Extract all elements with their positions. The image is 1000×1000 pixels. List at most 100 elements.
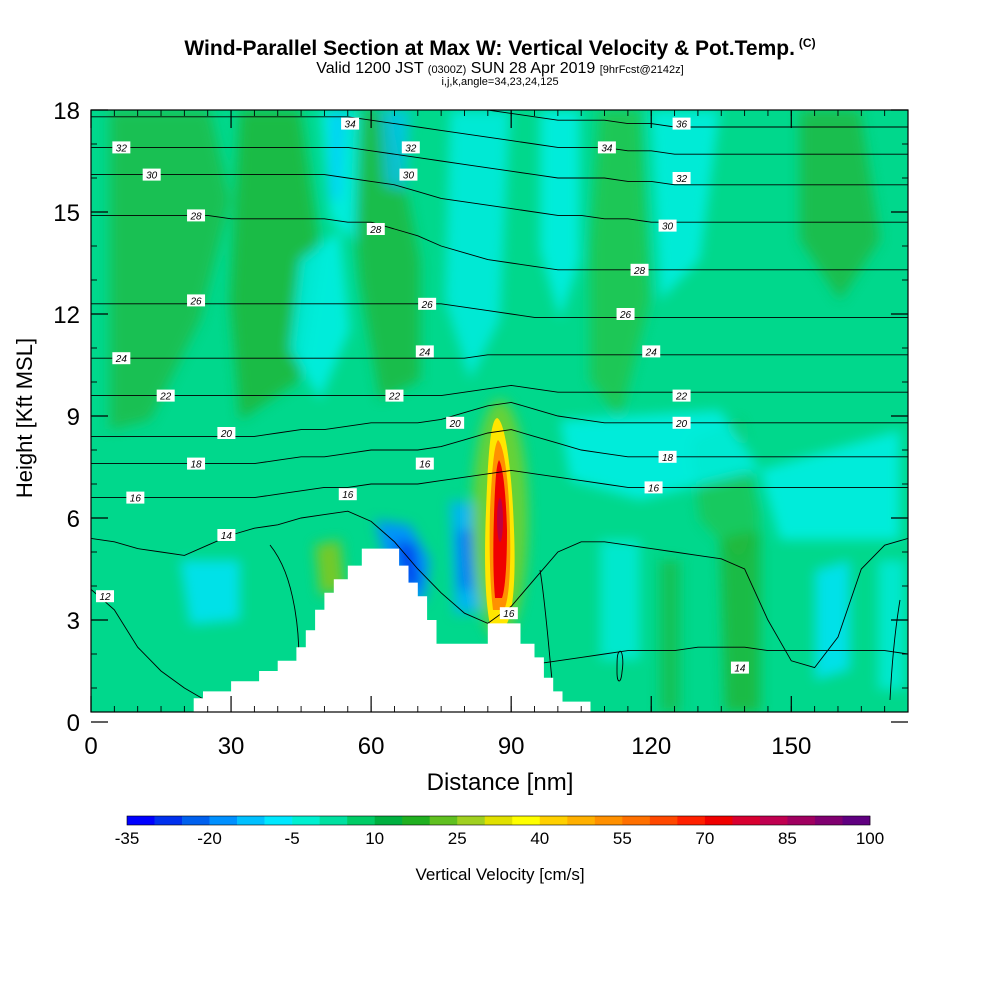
updraft-peak bbox=[497, 498, 503, 542]
updraft-core bbox=[485, 418, 515, 625]
colorbar-swatch bbox=[512, 816, 541, 825]
contour-label-text: 14 bbox=[734, 664, 746, 675]
velocity-band-cyan bbox=[650, 110, 720, 300]
contour-label: 22 bbox=[156, 389, 175, 403]
contour-label-bg bbox=[672, 389, 691, 402]
y-tick-label: 9 bbox=[67, 404, 80, 431]
velocity-band-cyan bbox=[815, 560, 850, 680]
theta-contour-32 bbox=[91, 146, 908, 186]
contour-label-text: 14 bbox=[221, 531, 233, 542]
colorbar-swatch bbox=[154, 816, 183, 825]
contour-label-text: 12 bbox=[99, 592, 111, 603]
valid-date: SUN 28 Apr 2019 bbox=[470, 60, 596, 77]
colorbar-label: Vertical Velocity [cm/s] bbox=[415, 865, 584, 884]
x-tick-label: 60 bbox=[358, 733, 385, 760]
contour-label: 14 bbox=[217, 529, 236, 542]
contour-label-bg bbox=[156, 389, 175, 402]
contour-label-text: 16 bbox=[419, 460, 431, 471]
contour-label-bg bbox=[446, 416, 465, 429]
contour-label: 30 bbox=[142, 168, 161, 182]
colorbar-swatch bbox=[814, 816, 843, 825]
contour-label-bg bbox=[672, 172, 691, 184]
colorbar-swatch bbox=[539, 816, 568, 825]
colorbar-tick-label: -20 bbox=[197, 829, 222, 848]
contour-label-bg bbox=[658, 450, 677, 463]
chart-subtitle: Valid 1200 JST (0300Z) SUN 28 Apr 2019 [… bbox=[0, 60, 1000, 78]
contour-label-bg bbox=[399, 168, 418, 181]
contour-label-bg bbox=[142, 168, 161, 181]
contour-label-text: 20 bbox=[675, 419, 688, 430]
contour-label-text: 18 bbox=[190, 460, 202, 471]
theta-contour-16 bbox=[91, 469, 908, 499]
y-tick-label: 15 bbox=[53, 200, 80, 227]
contour-label-bg bbox=[642, 345, 661, 358]
contour-label: 20 bbox=[672, 416, 691, 430]
x-tick-label: 30 bbox=[218, 733, 245, 760]
x-tick-label: 120 bbox=[631, 733, 671, 760]
contour-label-bg bbox=[112, 141, 131, 154]
contour-label: 16 bbox=[499, 607, 518, 620]
plot-area: 32 30 28 26 24 22 20 18 16 14 12 34 32 30 28 26 24 22 20 16… bbox=[90, 109, 909, 723]
x-axis-label: Distance [nm] bbox=[427, 769, 574, 796]
contour-label-text: 20 bbox=[449, 419, 462, 430]
colorbar-tick-label: 10 bbox=[365, 829, 384, 848]
colorbar-tick-label: 55 bbox=[613, 829, 632, 848]
theta-contour-loop bbox=[539, 569, 553, 681]
contour-label-text: 16 bbox=[342, 490, 354, 501]
colorbar-swatch bbox=[319, 816, 348, 825]
contour-label-text: 30 bbox=[403, 171, 415, 182]
contour-label: 22 bbox=[672, 389, 691, 403]
colorbar-tick-label: 40 bbox=[530, 829, 549, 848]
theta-contour-loop bbox=[616, 650, 624, 682]
velocity-band-cyan bbox=[600, 540, 640, 660]
contour-label: 26 bbox=[187, 294, 206, 307]
contour-label: 34 bbox=[341, 117, 360, 131]
contour-label: 30 bbox=[399, 168, 418, 182]
contour-label: 18 bbox=[187, 457, 206, 471]
contour-label-bg bbox=[658, 219, 677, 232]
velocity-band-cyan bbox=[290, 230, 350, 400]
colorbar-swatch bbox=[842, 816, 871, 825]
contour-label-bg bbox=[338, 488, 357, 501]
colorbar-tick-label: -35 bbox=[115, 829, 140, 848]
contour-label-text: 30 bbox=[146, 171, 158, 182]
contour-label-text: 28 bbox=[189, 211, 202, 222]
contour-label-bg bbox=[366, 223, 385, 235]
y-tick-labels: 0 3 6 9 12 15 18 bbox=[53, 98, 80, 737]
contour-label: 32 bbox=[112, 141, 131, 154]
contour-label-text: 16 bbox=[503, 609, 515, 620]
colorbar-tick-label: 85 bbox=[778, 829, 797, 848]
colorbar-swatches bbox=[126, 815, 871, 826]
theta-contour-24 bbox=[91, 354, 908, 359]
contour-label-text: 22 bbox=[675, 392, 688, 403]
contour-label-text: 28 bbox=[369, 225, 382, 236]
colorbar-swatch bbox=[567, 816, 596, 825]
contour-label-bg bbox=[672, 416, 691, 429]
colorbar-swatch bbox=[374, 816, 403, 825]
contour-label-bg bbox=[341, 117, 360, 130]
contour-label-bg bbox=[499, 607, 518, 620]
colorbar-swatch bbox=[622, 816, 651, 825]
colorbar-tick-label: -5 bbox=[285, 829, 300, 848]
velocity-field bbox=[110, 110, 905, 712]
velocity-band-green bbox=[720, 530, 760, 712]
contour-label: 34 bbox=[597, 141, 616, 154]
title-mark: (C) bbox=[798, 36, 816, 50]
contour-label: 32 bbox=[401, 141, 420, 154]
y-axis-label: Height [Kft MSL] bbox=[12, 338, 37, 498]
y-tick-label: 3 bbox=[67, 608, 80, 635]
terrain-mask bbox=[91, 548, 908, 722]
colorbar-tick-label: 70 bbox=[695, 829, 714, 848]
colorbar-swatch bbox=[677, 816, 706, 825]
velocity-band-green bbox=[590, 110, 650, 420]
contour-label-bg bbox=[415, 345, 434, 358]
x-tick-label: 0 bbox=[84, 733, 97, 760]
contour-label-bg bbox=[217, 427, 236, 439]
theta-contour-28 bbox=[91, 214, 908, 271]
velocity-band-downdraft bbox=[458, 530, 472, 590]
theta-contour-36 bbox=[484, 110, 908, 128]
contour-label-text: 30 bbox=[662, 222, 674, 233]
grid-params: i,j,k,angle=34,23,24,125 bbox=[441, 76, 559, 88]
contour-label-text: 16 bbox=[648, 483, 660, 494]
